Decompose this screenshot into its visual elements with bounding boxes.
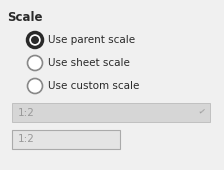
Text: 1:2: 1:2 [18, 107, 35, 117]
Ellipse shape [28, 32, 43, 47]
Text: Use sheet scale: Use sheet scale [47, 58, 129, 68]
Text: ✓: ✓ [198, 107, 207, 118]
FancyBboxPatch shape [12, 103, 210, 122]
Ellipse shape [28, 79, 43, 94]
Text: 1:2: 1:2 [18, 134, 35, 144]
Text: Use custom scale: Use custom scale [47, 81, 139, 91]
Ellipse shape [28, 55, 43, 71]
Text: Use parent scale: Use parent scale [47, 35, 135, 45]
Text: Scale: Scale [7, 11, 43, 24]
FancyBboxPatch shape [12, 130, 120, 149]
Ellipse shape [28, 32, 43, 47]
Ellipse shape [31, 36, 39, 44]
